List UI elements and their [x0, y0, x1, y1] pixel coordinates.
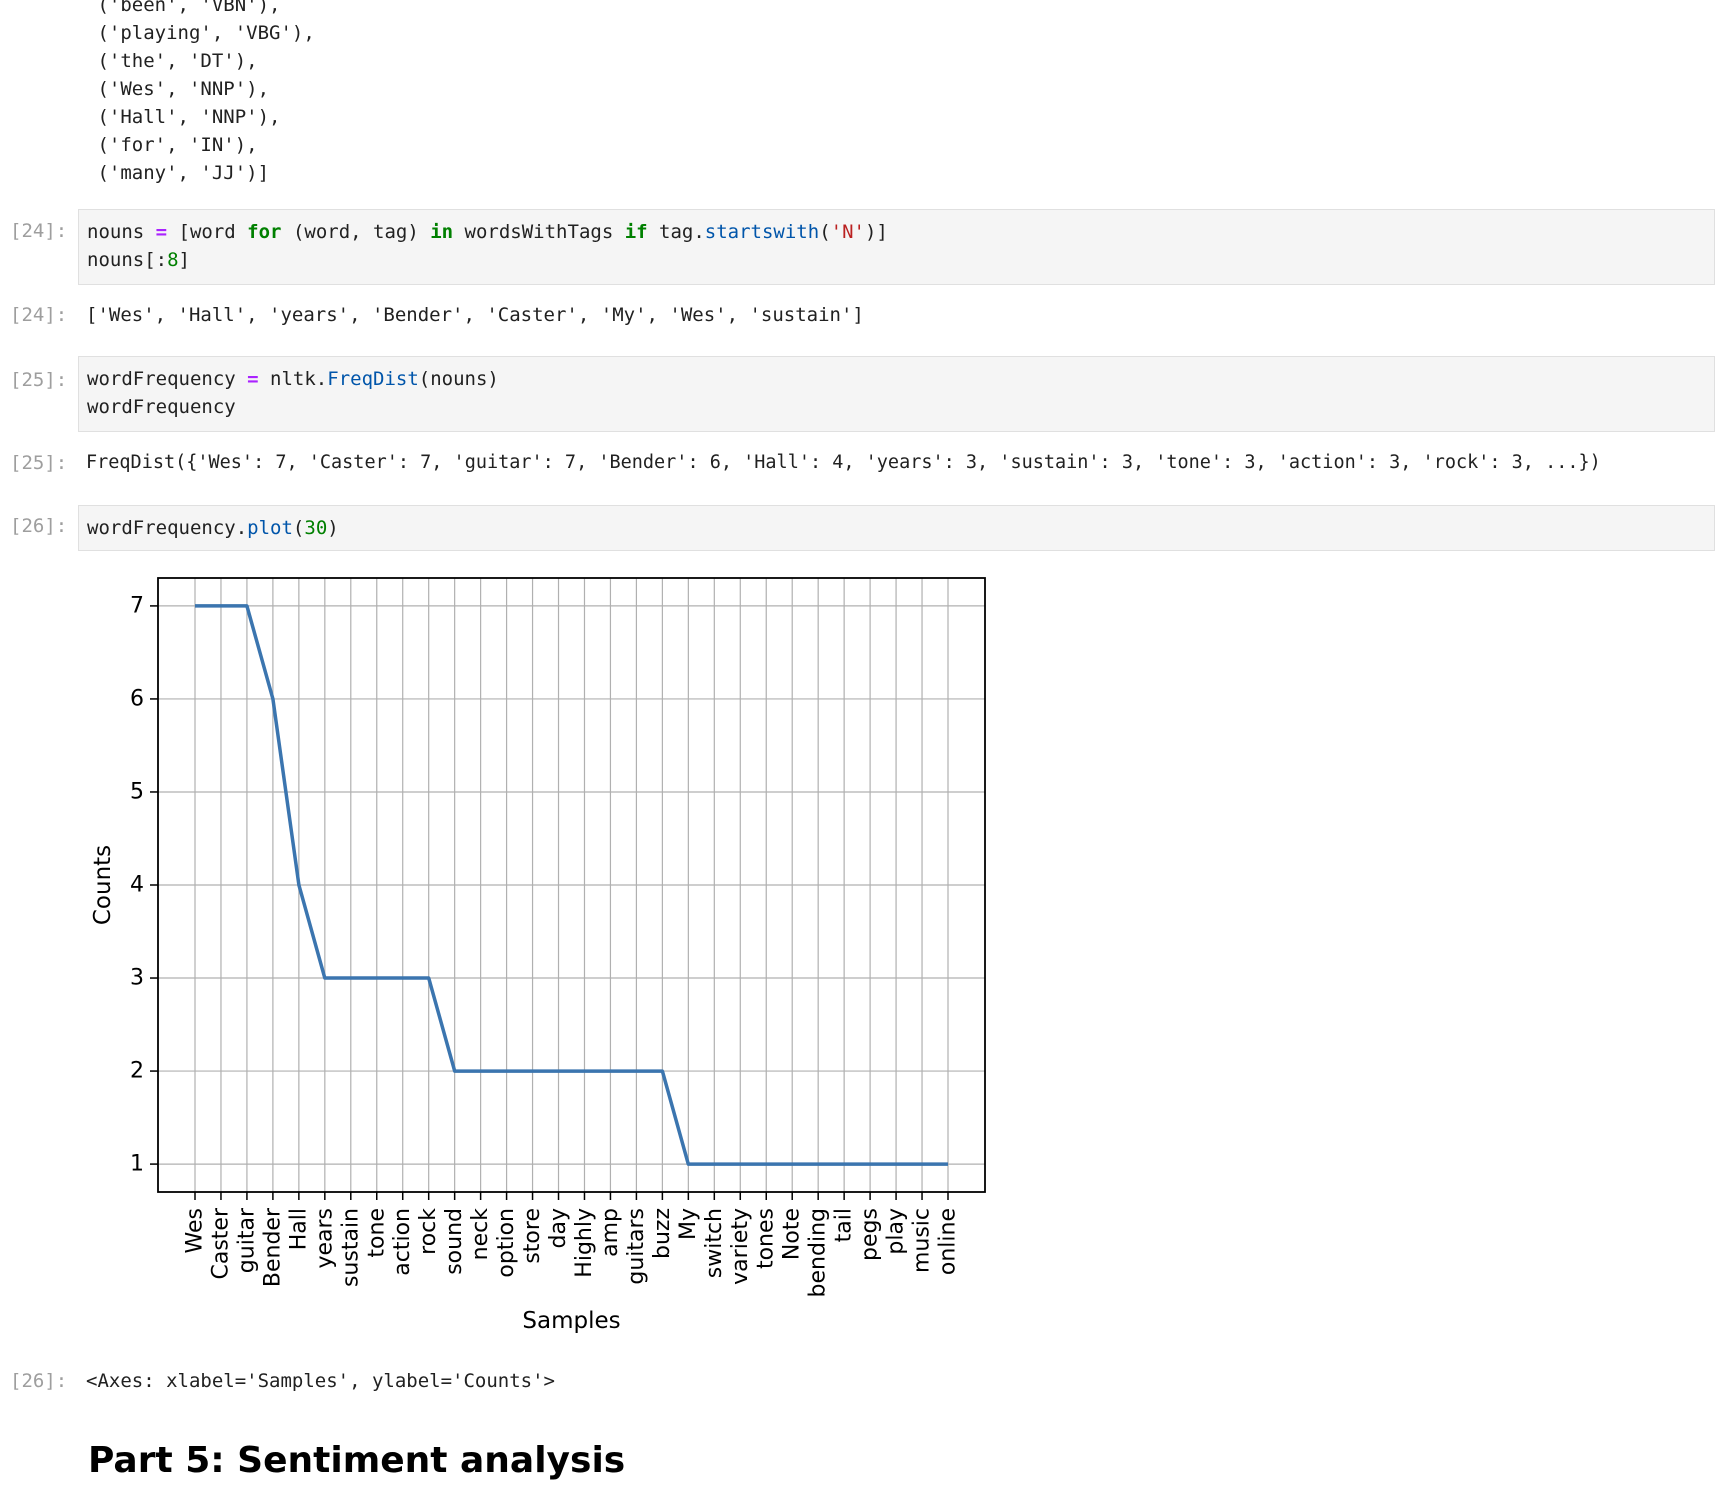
x-axis-label: Samples [522, 1308, 620, 1334]
output-line: ('the', 'DT'), [86, 50, 258, 72]
y-tick-label: 5 [130, 779, 144, 804]
x-tick-label: Bender [260, 1207, 285, 1287]
code-cell-26[interactable]: wordFrequency.plot(30) [78, 505, 1715, 551]
x-tick-label: tone [364, 1208, 389, 1258]
x-tick-label: amp [598, 1208, 623, 1257]
section-heading: Part 5: Sentiment analysis [88, 1440, 626, 1481]
x-tick-label: rock [416, 1208, 441, 1255]
output-line: ('playing', 'VBG'), [86, 22, 315, 44]
cell-output: ['Wes', 'Hall', 'years', 'Bender', 'Cast… [86, 304, 864, 326]
x-tick-label: neck [468, 1208, 493, 1261]
y-tick-label: 7 [130, 593, 144, 618]
cell-output: FreqDist({'Wes': 7, 'Caster': 7, 'guitar… [86, 452, 1601, 473]
y-axis: 1 2 3 4 5 6 7 [130, 593, 158, 1177]
x-tick-label: sound [442, 1208, 467, 1275]
grid-lines [158, 578, 985, 1192]
y-tick-label: 1 [130, 1152, 144, 1177]
code-line: nouns = [word for (word, tag) in wordsWi… [87, 221, 888, 243]
x-tick-label: music [910, 1208, 935, 1273]
code-line: wordFrequency.plot(30) [87, 517, 339, 539]
x-tick-label: tones [754, 1208, 779, 1269]
input-prompt: [25]: [10, 369, 68, 391]
output-prompt: [26]: [10, 1370, 68, 1392]
x-tick-label: years [312, 1208, 337, 1269]
x-axis: Wes Caster guitar Bender Hall years sustain ton… [183, 1192, 961, 1297]
y-tick-label: 4 [130, 873, 144, 898]
x-tick-label: bending [806, 1208, 831, 1297]
output-line: ('Wes', 'NNP'), [86, 78, 270, 100]
x-tick-label: tail [832, 1208, 857, 1242]
y-axis-label: Counts [90, 845, 116, 925]
frequency-line-chart: 1 2 3 4 5 6 7 Wes Caster guitar Bender Hall years su… [90, 577, 986, 1334]
x-tick-label: sustain [338, 1208, 363, 1287]
input-prompt: [26]: [10, 515, 68, 537]
x-tick-label: guitar [234, 1207, 259, 1273]
x-tick-label: switch [702, 1208, 727, 1278]
y-tick-label: 6 [130, 686, 144, 711]
code-line: wordFrequency = nltk.FreqDist(nouns) [87, 368, 499, 390]
x-tick-label: Note [780, 1208, 805, 1260]
x-tick-label: guitars [624, 1208, 649, 1285]
code-cell-25[interactable]: wordFrequency = nltk.FreqDist(nouns) wor… [78, 356, 1715, 432]
input-prompt: [24]: [10, 220, 68, 242]
x-tick-label: pegs [858, 1208, 883, 1261]
x-tick-label: My [676, 1208, 701, 1240]
x-tick-label: variety [728, 1208, 753, 1285]
x-tick-label: Caster [208, 1207, 233, 1279]
y-tick-label: 2 [130, 1059, 144, 1084]
output-line: ('for', 'IN'), [86, 134, 258, 156]
x-tick-label: play [884, 1208, 909, 1255]
code-line: wordFrequency [87, 396, 236, 418]
y-tick-label: 3 [130, 966, 144, 991]
x-tick-label: store [520, 1208, 545, 1264]
x-tick-label: Highly [572, 1208, 597, 1278]
x-tick-label: buzz [650, 1208, 675, 1259]
output-line: ('many', 'JJ')] [86, 162, 270, 184]
cell-output: <Axes: xlabel='Samples', ylabel='Counts'… [86, 1370, 555, 1392]
x-tick-label: day [546, 1208, 571, 1248]
x-tick-label: Wes [183, 1208, 208, 1253]
x-tick-label: action [390, 1208, 415, 1276]
x-tick-label: option [494, 1208, 519, 1278]
output-prompt: [25]: [10, 452, 68, 474]
output-line: ('been', 'VBN'), [86, 0, 281, 16]
x-tick-label: Hall [286, 1208, 311, 1250]
code-line: nouns[:8] [87, 249, 190, 271]
output-prompt: [24]: [10, 304, 68, 326]
series-line [195, 604, 948, 1166]
code-cell-24[interactable]: nouns = [word for (word, tag) in wordsWi… [78, 209, 1715, 285]
x-tick-label: online [936, 1208, 961, 1275]
output-line: ('Hall', 'NNP'), [86, 106, 281, 128]
